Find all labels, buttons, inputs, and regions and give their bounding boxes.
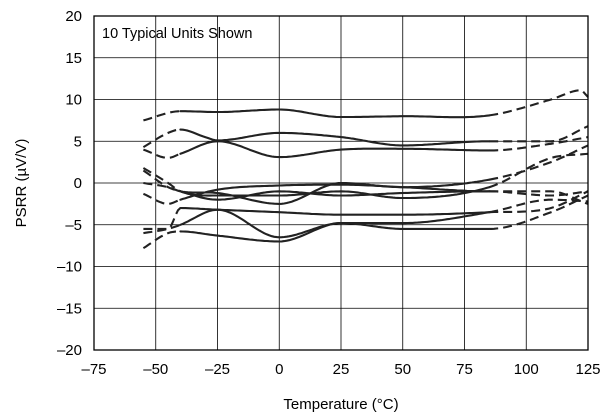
series-10 [142, 194, 589, 250]
series-1 [143, 89, 589, 122]
series-line-high-temp [489, 136, 589, 152]
series-7 [142, 169, 589, 201]
y-tick-label: –15 [57, 300, 82, 317]
x-tick-label: 100 [514, 361, 539, 378]
series-line [179, 128, 491, 147]
series-line-high-temp [489, 89, 589, 117]
series-line-low-temp [143, 192, 181, 205]
series-2 [142, 125, 589, 149]
series-line-low-temp [143, 110, 181, 122]
series-line [179, 186, 491, 200]
series-line-low-temp [142, 169, 181, 193]
x-tick-labels: –75 –50 –25 0 25 50 75 100 125 [81, 361, 600, 378]
series-line-high-temp [488, 144, 589, 181]
y-tick-label: 5 [74, 133, 82, 150]
x-tick-label: 25 [333, 361, 350, 378]
x-tick-label: –75 [81, 361, 106, 378]
plot-frame [93, 15, 589, 351]
series-9 [143, 198, 589, 239]
y-tick-labels: 20 15 10 5 0 –5 –10 –15 –20 [57, 8, 82, 359]
series-line-high-temp [489, 190, 589, 197]
series-line-low-temp [143, 207, 182, 230]
series-line [179, 183, 491, 201]
y-tick-label: 10 [65, 92, 82, 109]
series-5 [142, 152, 589, 200]
series-line-high-temp [488, 152, 589, 189]
series-line [179, 206, 491, 216]
series-line [179, 108, 491, 119]
y-tick-label: –5 [65, 217, 82, 234]
series-line-low-temp [142, 167, 181, 193]
y-axis-label: PSRR (µV/V) [13, 139, 30, 228]
series-line [179, 222, 491, 243]
series-line-high-temp [489, 125, 589, 143]
series-line-low-temp [143, 148, 181, 159]
series-line-high-temp [489, 194, 589, 230]
x-tick-label: 125 [575, 361, 600, 378]
y-tick-label: 0 [74, 175, 82, 192]
series-line [179, 190, 491, 201]
x-tick-label: 75 [456, 361, 473, 378]
series-line-low-temp [143, 223, 181, 235]
x-tick-label: 0 [275, 361, 283, 378]
x-tick-label: –50 [143, 361, 168, 378]
data-curves [142, 89, 589, 250]
series-line-low-temp [142, 128, 181, 149]
x-tick-label: 50 [394, 361, 411, 378]
series-line [179, 140, 491, 159]
series-8 [143, 190, 589, 230]
x-tick-label: –25 [205, 361, 230, 378]
series-line-high-temp [489, 190, 589, 214]
x-axis-label: Temperature (°C) [283, 396, 398, 413]
y-tick-label: 15 [65, 50, 82, 67]
annotation-label: 10 Typical Units Shown [102, 26, 252, 42]
y-tick-label: 20 [65, 8, 82, 25]
series-line-low-temp [142, 230, 181, 250]
y-tick-label: –10 [57, 259, 82, 276]
series-3 [143, 136, 589, 159]
series-line-high-temp [489, 198, 589, 214]
y-tick-label: –20 [57, 342, 82, 359]
